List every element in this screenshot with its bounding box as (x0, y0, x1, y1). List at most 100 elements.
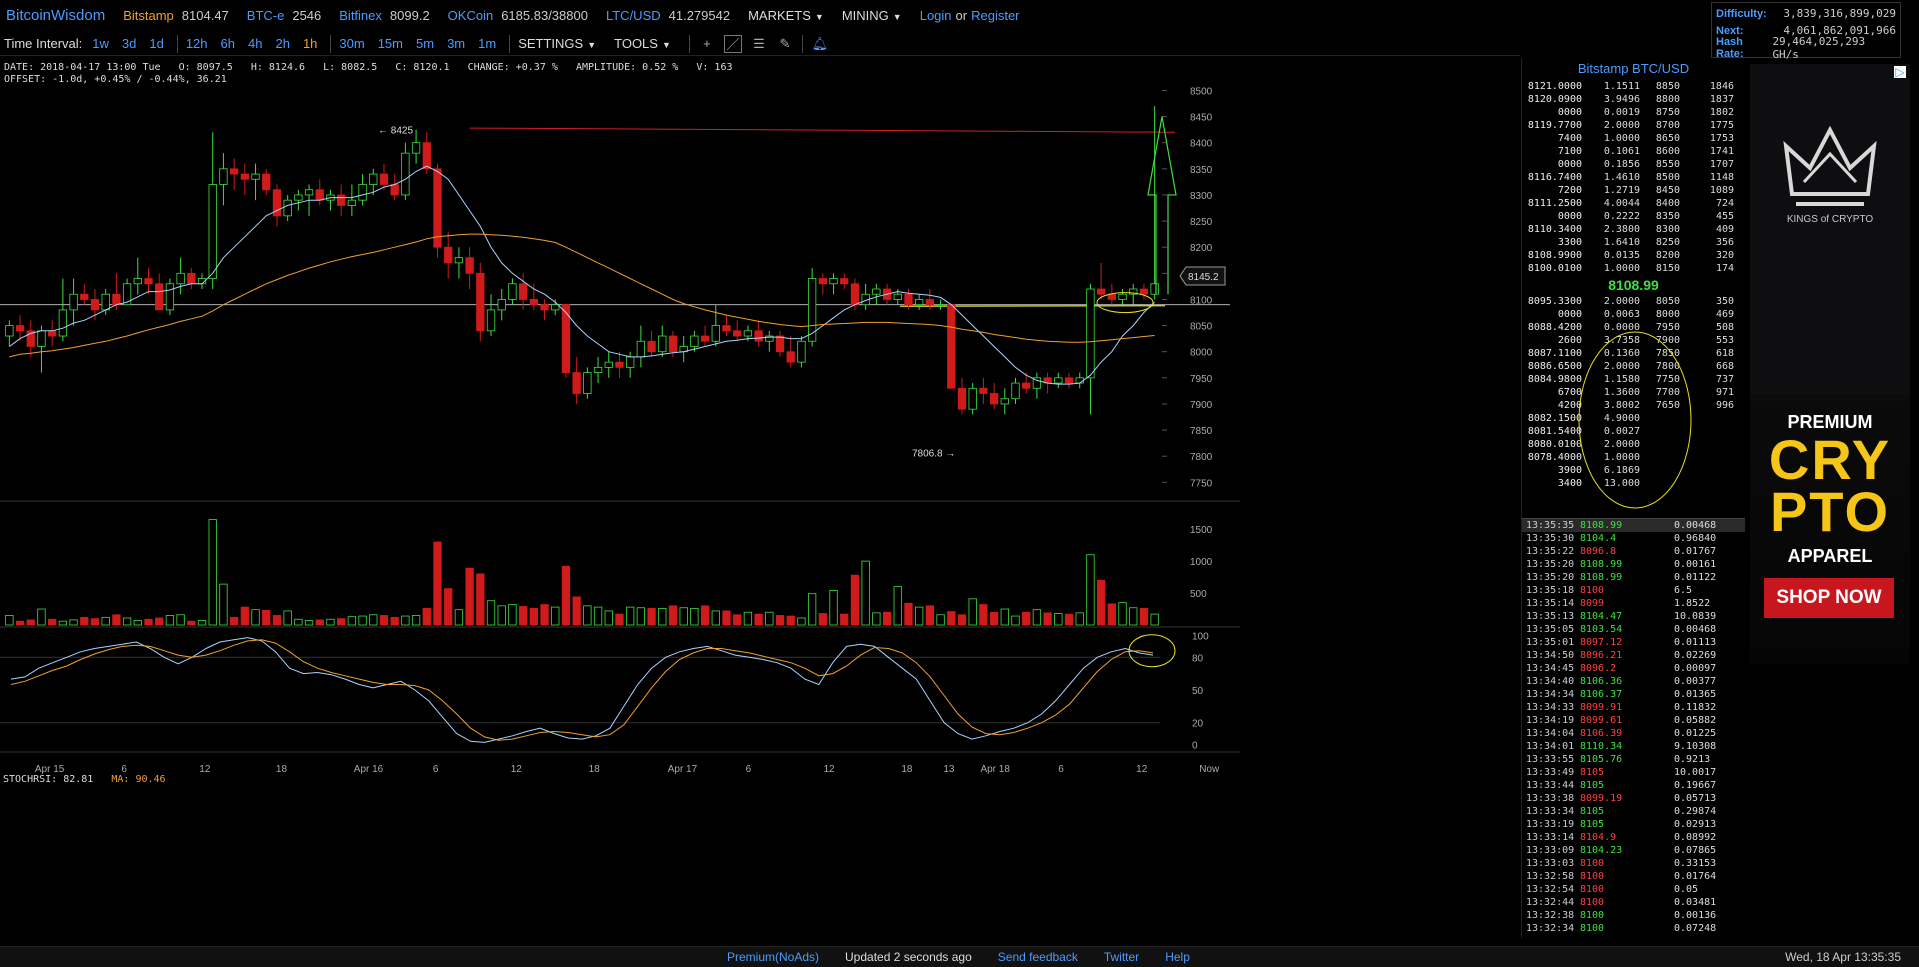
ask-row[interactable]: 0000 0.0019 8750 1802 (1522, 106, 1745, 119)
volume-bar (144, 618, 153, 626)
interval-1m[interactable]: 1m (478, 36, 497, 51)
volume-bar (454, 609, 464, 626)
trade-amount: 0.00097 (1674, 663, 1717, 674)
ask-row[interactable]: 0000 0.1856 8550 1707 (1522, 158, 1745, 171)
market-name[interactable]: Bitfinex (339, 7, 382, 23)
market-ticker[interactable]: Bitfinex 8099.2 (339, 8, 429, 23)
interval-3m[interactable]: 3m (447, 36, 466, 51)
markets-menu[interactable]: MARKETS ▼ (748, 8, 824, 23)
bid-row[interactable]: 8080.0100 2.0000 (1522, 438, 1745, 451)
bid-row[interactable]: 8084.9800 1.1580 7750 737 (1522, 373, 1745, 386)
bid-row[interactable]: 3900 6.1869 (1522, 464, 1745, 477)
interval-30m[interactable]: 30m (339, 36, 365, 51)
bid-row[interactable]: 8082.1500 4.9000 (1522, 412, 1745, 425)
bid-row[interactable]: 4200 3.8002 7650 996 (1522, 399, 1745, 412)
ask-row[interactable]: 8111.2500 4.0044 8400 724 (1522, 197, 1745, 210)
help-link[interactable]: Help (1165, 950, 1190, 964)
market-ticker[interactable]: BTC-e 2546 (247, 8, 321, 23)
crosshair-icon[interactable]: + (703, 36, 711, 51)
volume-bar (165, 615, 175, 626)
bid-row[interactable]: 8095.3300 2.0000 8050 350 (1522, 295, 1745, 308)
ad-choices-icon[interactable]: ▷ (1894, 65, 1906, 79)
pencil-icon[interactable]: ✎ (779, 35, 791, 51)
interval-5m[interactable]: 5m (416, 36, 435, 51)
ask-row[interactable]: 8119.7700 2.0000 8700 1775 (1522, 119, 1745, 132)
order-price: 2600 (1557, 335, 1582, 346)
bid-row[interactable]: 2600 3.7358 7900 553 (1522, 334, 1745, 347)
price-axis-label: 7850 (1190, 426, 1213, 437)
volume-bar (572, 596, 581, 626)
candle-body (775, 335, 785, 353)
candle-body (465, 257, 474, 274)
ask-row[interactable]: 7100 0.1061 8600 1741 (1522, 145, 1745, 158)
interval-1d[interactable]: 1d (149, 36, 164, 51)
ask-row[interactable]: 3300 1.6410 8250 356 (1522, 236, 1745, 249)
order-price: 8082.1500 (1527, 413, 1582, 424)
brand-logo[interactable]: BitcoinWisdom (6, 6, 106, 24)
ask-row[interactable]: 8100.0100 1.0000 8150 174 (1522, 262, 1745, 275)
bid-row[interactable]: 6700 1.3600 7700 971 (1522, 386, 1745, 399)
volume-bar (968, 598, 977, 626)
depth-price: 8350 (1655, 211, 1680, 222)
trade-amount: 0.01365 (1674, 689, 1717, 700)
mining-menu[interactable]: MINING ▼ (842, 8, 902, 23)
line-draw-icon[interactable]: ／ (723, 34, 742, 53)
market-ticker[interactable]: OKCoin 6185.83/38800 (448, 8, 588, 23)
candle-body (272, 189, 282, 217)
ask-row[interactable]: 7200 1.2719 8450 1089 (1522, 184, 1745, 197)
register-link[interactable]: Register (971, 7, 1020, 23)
interval-2h[interactable]: 2h (275, 36, 290, 51)
price-axis-label: 8000 (1190, 348, 1213, 359)
market-name[interactable]: LTC/USD (605, 7, 661, 23)
send-feedback-link[interactable]: Send feedback (997, 950, 1078, 964)
bid-row[interactable]: 3400 13.000 (1522, 477, 1745, 490)
interval-6h[interactable]: 6h (220, 36, 235, 51)
ask-row[interactable]: 0000 0.2222 8350 455 (1522, 210, 1745, 223)
alarm-bell-icon[interactable]: 🔔︎ (811, 35, 829, 51)
trade-time: 13:35:05 (1526, 624, 1575, 635)
interval-3d[interactable]: 3d (121, 36, 137, 51)
tools-menu[interactable]: TOOLS ▼ (614, 36, 671, 51)
market-name[interactable]: OKCoin (447, 7, 494, 23)
order-amount: 0.0000 (1603, 322, 1640, 333)
ask-row[interactable]: 8108.9900 0.0135 8200 320 (1522, 249, 1745, 262)
bid-row[interactable]: 0000 0.0063 8000 469 (1522, 308, 1745, 321)
candle-body (872, 288, 881, 295)
ask-row[interactable]: 7400 1.0000 8650 1753 (1522, 132, 1745, 145)
ad-banner[interactable]: KINGS of CRYPTO ▷ PREMIUM CRY PTO APPAREL… (1750, 64, 1910, 664)
bid-row[interactable]: 8086.6500 2.0000 7800 668 (1522, 360, 1745, 373)
login-link[interactable]: Login (919, 7, 952, 23)
price-chart[interactable]: 8500845084008350830082508200815081008050… (0, 70, 1240, 940)
market-ticker[interactable]: Bitstamp 8104.47 (123, 8, 229, 23)
ask-row[interactable]: 8110.3400 2.3800 8300 409 (1522, 223, 1745, 236)
bid-row[interactable]: 8087.1100 0.1360 7850 618 (1522, 347, 1745, 360)
bid-row[interactable]: 8081.5400 0.0027 (1522, 425, 1745, 438)
market-name[interactable]: BTC-e (246, 7, 285, 23)
interval-4h[interactable]: 4h (248, 36, 263, 51)
trade-time: 13:34:45 (1526, 663, 1575, 674)
candle-body (379, 173, 389, 185)
order-book-title[interactable]: Bitstamp BTC/USD (1577, 61, 1690, 76)
ask-row[interactable]: 8121.0000 1.1511 8850 1846 (1522, 80, 1745, 93)
trade-price: 8105 (1580, 767, 1605, 778)
mining-menu-label: MINING (841, 7, 889, 23)
volume-bar (122, 617, 132, 626)
ask-row[interactable]: 8120.0900 3.9496 8800 1837 (1522, 93, 1745, 106)
settings-menu[interactable]: SETTINGS ▼ (518, 36, 596, 51)
twitter-link[interactable]: Twitter (1103, 950, 1140, 964)
volume-bar (979, 604, 988, 626)
premium-link[interactable]: Premium(NoAds) (727, 950, 820, 964)
bid-row[interactable]: 8078.4000 1.0000 (1522, 451, 1745, 464)
fib-lines-icon[interactable]: ☰ (753, 35, 765, 51)
interval-12h[interactable]: 12h (185, 36, 208, 51)
interval-1w[interactable]: 1w (92, 36, 109, 51)
interval-15m[interactable]: 15m (377, 36, 403, 51)
bid-row[interactable]: 8088.4200 0.0000 7950 508 (1522, 321, 1745, 334)
ad-shop-now-button[interactable]: SHOP NOW (1764, 578, 1894, 618)
market-name[interactable]: Bitstamp (123, 7, 174, 23)
volume-bar (240, 606, 249, 626)
time-axis-label: 6 (1058, 764, 1064, 775)
interval-1h[interactable]: 1h (302, 36, 318, 51)
ask-row[interactable]: 8116.7400 1.4610 8500 1148 (1522, 171, 1745, 184)
market-ticker[interactable]: LTC/USD 41.279542 (606, 8, 730, 23)
